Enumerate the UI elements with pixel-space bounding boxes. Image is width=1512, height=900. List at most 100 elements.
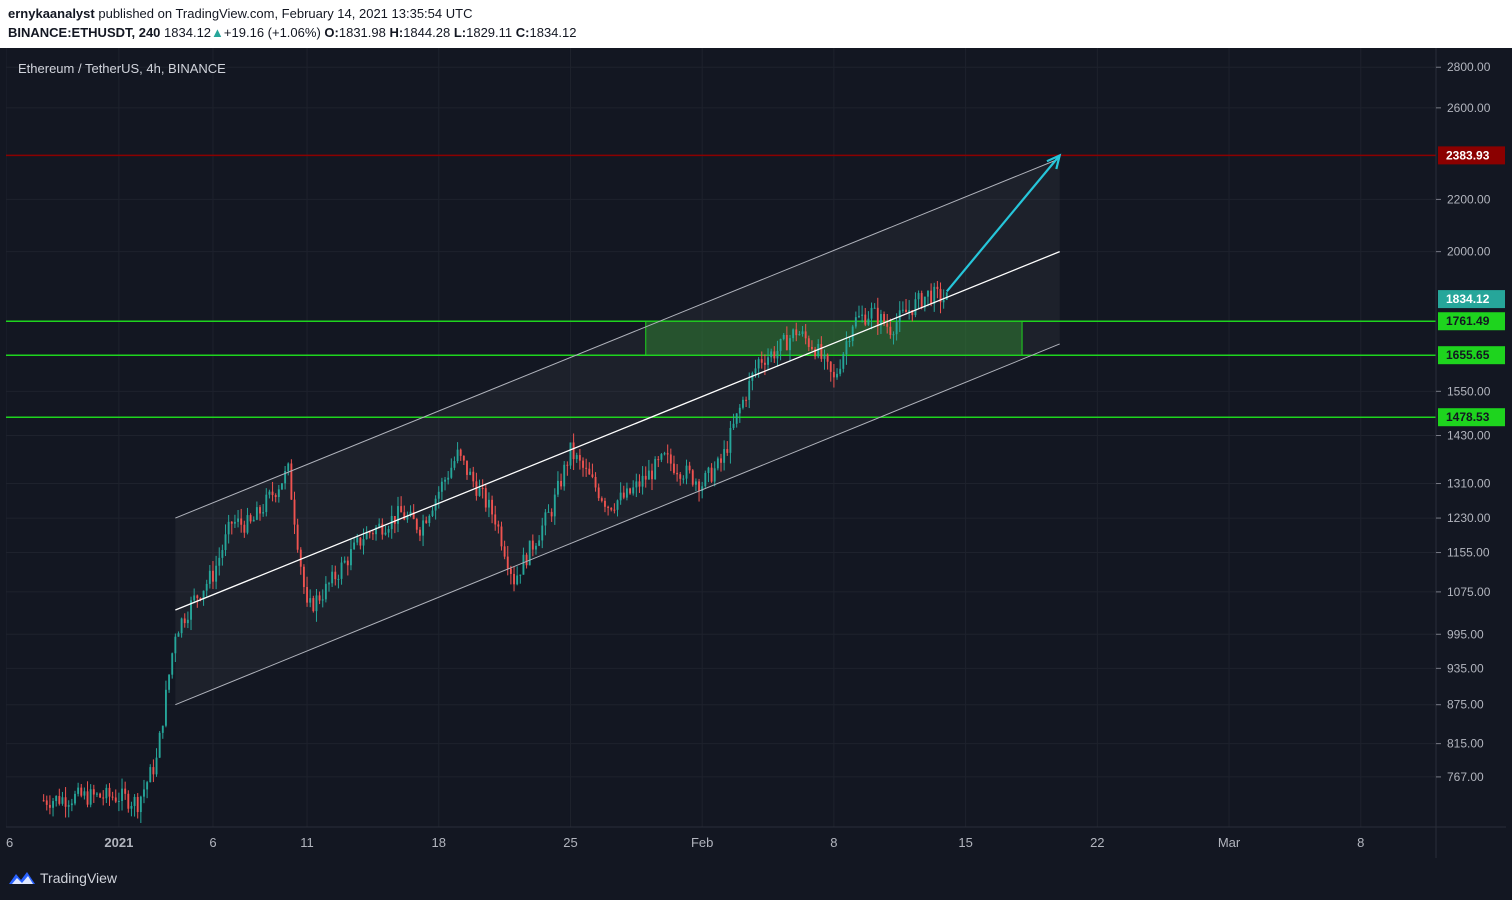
candle-body [811, 346, 813, 350]
candle-body [196, 595, 199, 599]
last-price: 1834.12 [164, 25, 212, 40]
candle-body [842, 354, 845, 369]
target-arrow[interactable] [945, 153, 1062, 293]
channel-line-upper[interactable] [175, 158, 1060, 519]
candle-body [70, 803, 73, 806]
price-tick-label: 767.00 [1447, 770, 1484, 784]
candle-body [560, 480, 563, 487]
candle-body [453, 461, 456, 468]
candle-body [742, 399, 744, 408]
candle-body [306, 587, 308, 603]
candle-body [879, 314, 882, 326]
candle-body [277, 489, 280, 498]
candle-body [647, 470, 650, 480]
candle-body [168, 674, 171, 690]
candle-body [130, 806, 133, 809]
candle-body [666, 453, 669, 455]
candle-body [318, 595, 321, 601]
price-tick-label: 2800.00 [1447, 60, 1491, 74]
candle-body [804, 331, 807, 339]
candle-body [826, 354, 829, 362]
up-arrow-icon: ▲ [211, 25, 224, 40]
candle-body [177, 633, 180, 637]
candle-body [550, 511, 553, 517]
candle-body [381, 523, 384, 535]
candle-body [836, 373, 838, 378]
time-axis[interactable]: 26 2021 6 11 18 25 Feb 8 15 22 Mar 8 [6, 835, 1364, 850]
candle-body [444, 479, 446, 482]
candle-body [908, 310, 911, 313]
candle-body [588, 468, 591, 475]
candle-body [481, 487, 484, 489]
candle-body [635, 481, 638, 488]
candle-body [732, 423, 735, 428]
candle-body [161, 725, 164, 733]
candle-body [807, 338, 810, 347]
candle-body [353, 542, 356, 550]
footer [0, 858, 1512, 900]
channel-lines[interactable] [175, 158, 1060, 706]
candle-body [930, 290, 933, 304]
candle-body [789, 338, 791, 351]
candle-body [854, 317, 857, 327]
price-tick-label: 1230.00 [1447, 511, 1491, 525]
candle-body [437, 491, 440, 499]
time-tick-label: 11 [300, 835, 314, 850]
candle-body [572, 442, 575, 460]
candle-body [74, 793, 76, 804]
candle-body [190, 600, 192, 620]
price-tick-label: 1075.00 [1447, 585, 1491, 599]
candle-body [513, 573, 515, 585]
candle-body [779, 339, 782, 352]
candle-body [425, 520, 428, 523]
candle-body [152, 767, 155, 775]
candle-body [782, 334, 785, 340]
symbol-label[interactable]: BINANCE:ETHUSDT, 240 [8, 25, 161, 40]
candle-body [469, 471, 472, 475]
price-change: +19.16 (+1.06%) [223, 25, 321, 40]
candle-body [704, 472, 707, 487]
candle-body [685, 465, 688, 479]
candle-body [440, 481, 443, 492]
candle-body [202, 590, 205, 600]
support-zone-box[interactable] [645, 320, 1023, 356]
level-tag-zone-top: 1761.49 [1446, 314, 1490, 328]
price-axis[interactable]: 2800.00 2600.00 2200.00 2000.00 1550.00 1430.… [1436, 60, 1491, 784]
author-name[interactable]: ernykaanalyst [8, 6, 95, 21]
candle-body [356, 537, 359, 543]
candle-body [597, 487, 600, 499]
tradingview-brand[interactable]: TradingView [8, 870, 117, 886]
candle-body [578, 455, 581, 461]
candle-body [525, 554, 528, 566]
time-tick-label: Feb [691, 835, 713, 850]
channel-line-lower[interactable] [175, 343, 1060, 706]
candle-body [186, 619, 189, 624]
candle-body [594, 476, 597, 488]
channel-line-middle[interactable] [175, 251, 1060, 611]
price-chart[interactable]: 2800.00 2600.00 2200.00 2000.00 1550.00 1430.… [6, 48, 1506, 858]
candle-body [42, 800, 45, 802]
target-arrow-line[interactable] [945, 154, 1061, 293]
level-tag-zone-top-bg [1438, 312, 1505, 331]
price-tick-label: 875.00 [1447, 698, 1484, 712]
candle-body [497, 524, 500, 527]
candle-body [886, 323, 889, 327]
candle-body [569, 442, 572, 466]
candle-body [290, 463, 293, 500]
candle-body [870, 307, 873, 319]
candle-body [472, 471, 475, 482]
candle-body [619, 492, 622, 501]
candle-body [785, 334, 788, 351]
candle-body [287, 463, 290, 471]
candle-body [707, 467, 710, 473]
candle-body [302, 566, 305, 588]
candle-body [293, 499, 296, 525]
price-tick-label: 2200.00 [1447, 192, 1491, 206]
candle-body [763, 362, 766, 365]
candle-body [359, 537, 362, 546]
candle-body [945, 292, 948, 300]
publish-line: ernykaanalyst published on TradingView.c… [8, 6, 472, 21]
candle-body [622, 492, 625, 498]
candle-body [691, 470, 694, 485]
candle-body [679, 474, 682, 479]
